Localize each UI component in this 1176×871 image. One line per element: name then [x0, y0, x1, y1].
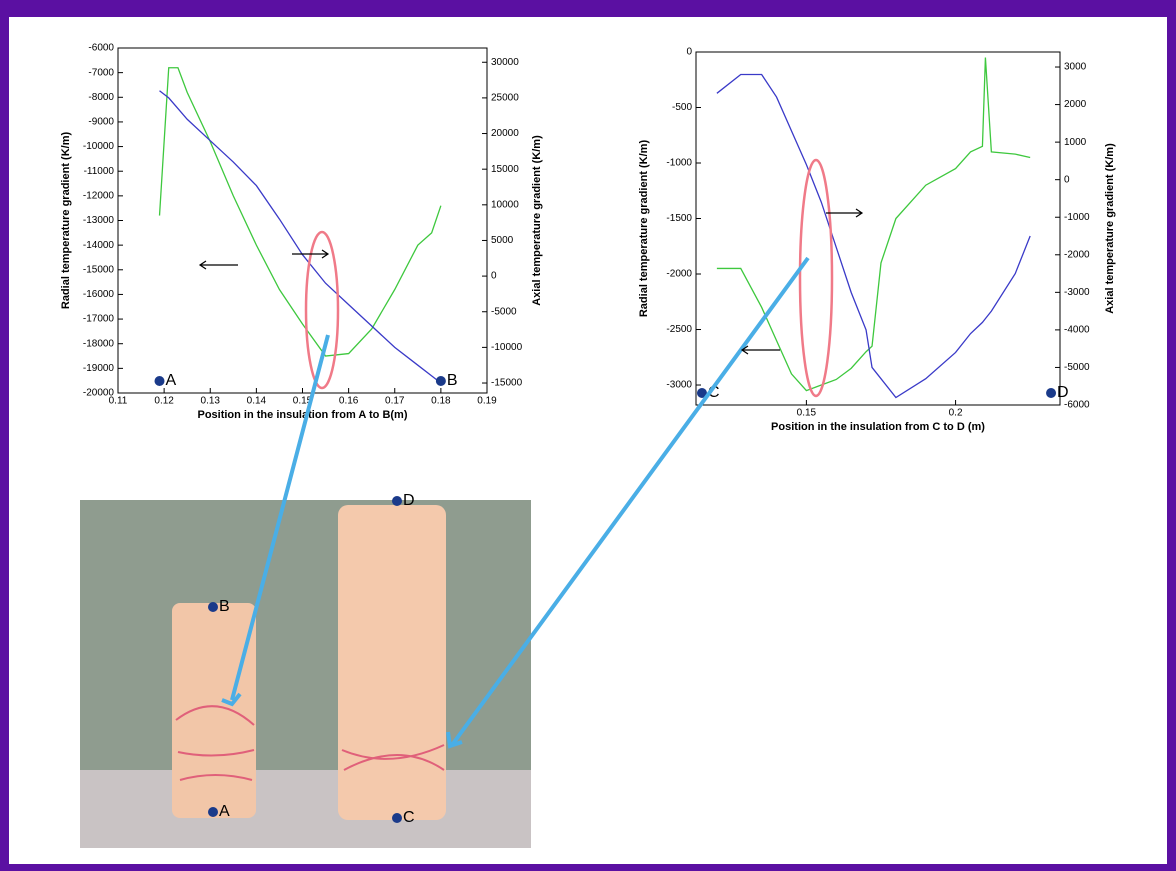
line-series — [716, 73, 1031, 399]
x-tick-label: 0.16 — [339, 396, 359, 407]
highlight — [304, 230, 340, 390]
photo — [80, 500, 531, 848]
y2-tick-label: 5000 — [491, 235, 514, 246]
highlight — [798, 158, 834, 398]
y2-tick-label: 10000 — [491, 199, 519, 210]
y2-tick-label: 0 — [491, 271, 497, 282]
photo-labels: B A D C — [208, 492, 415, 826]
y2-tick-label: 25000 — [491, 93, 519, 104]
point-label: A — [219, 803, 230, 820]
y2-tick-label: -5000 — [1064, 362, 1090, 373]
y2-tick-label: -15000 — [491, 378, 523, 389]
y-tick-label: -13000 — [83, 215, 115, 226]
y-tick-label: -12000 — [83, 190, 115, 201]
point-marker — [696, 388, 707, 398]
point-marker — [392, 813, 402, 823]
y-tick-label: -14000 — [83, 240, 115, 251]
y-tick-label: -8000 — [88, 92, 114, 103]
y-tick-label: -3000 — [666, 380, 692, 391]
y-tick-label: -2000 — [666, 269, 692, 280]
point-label: D — [403, 492, 415, 509]
line-series — [716, 57, 1031, 392]
axis-arrow — [198, 208, 864, 355]
y-tick-label: -1000 — [666, 158, 692, 169]
plot-frame — [695, 51, 1061, 406]
drawn-line — [175, 705, 445, 781]
y2-tick-label: -4000 — [1064, 325, 1090, 336]
y2-tick-label: 15000 — [491, 164, 519, 175]
y-tick-label: -6000 — [88, 43, 114, 54]
y-tick-label: -17000 — [83, 314, 115, 325]
y2-tick-label: -5000 — [491, 306, 517, 317]
y2-tick-label: -10000 — [491, 342, 523, 353]
point-marker — [154, 376, 165, 386]
floor — [80, 770, 531, 848]
point-label: A — [166, 372, 177, 389]
y-tick-label: -11000 — [84, 166, 115, 177]
y2-tick-label: 2000 — [1064, 99, 1087, 110]
y2-tick-label: 30000 — [491, 57, 519, 68]
y-axis-label: Radial temperature gradient (K/m) — [638, 140, 650, 318]
point-marker — [208, 807, 218, 817]
point-marker — [435, 376, 446, 386]
wall — [80, 500, 531, 770]
charts: 0.11 0.12 0.13 0.14 0.15 0.16 0.17 0.18 0.19 -200… — [60, 43, 1116, 433]
point-label: B — [219, 598, 230, 615]
y2-axis-label: Axial temperature gradient (K/m) — [1104, 143, 1116, 314]
x-axis-label: Position in the insulation from A to B(m… — [197, 409, 407, 421]
x-tick-label: 0.15 — [293, 396, 313, 407]
y-tick-label: -7000 — [88, 67, 114, 78]
y-tick-label: 0 — [686, 47, 692, 58]
line-series — [158, 67, 442, 357]
y-tick-label: -10000 — [83, 141, 115, 152]
y-tick-label: -20000 — [83, 388, 115, 399]
pointer-arrow — [230, 256, 810, 747]
y-tick-label: -2500 — [666, 324, 692, 335]
y-tick-label: -15000 — [83, 264, 115, 275]
arrow-head — [221, 692, 463, 749]
x-tick-label: 0.17 — [385, 396, 405, 407]
y-tick-label: -19000 — [83, 363, 115, 374]
y2-tick-label: -2000 — [1064, 249, 1090, 260]
point-label: C — [708, 384, 720, 401]
x-tick-label: 0.12 — [154, 396, 174, 407]
y-tick-label: -1500 — [666, 213, 692, 224]
y-tick-label: -18000 — [83, 338, 115, 349]
x-tick-label: 0.18 — [431, 396, 451, 407]
y-tick-label: -9000 — [88, 117, 114, 128]
cylinder — [338, 505, 446, 820]
cylinder — [172, 603, 256, 818]
y2-tick-label: 1000 — [1064, 137, 1087, 148]
y2-tick-label: -1000 — [1064, 212, 1090, 223]
y2-tick-label: -3000 — [1064, 287, 1090, 298]
line-series — [159, 90, 442, 384]
y2-tick-label: 0 — [1064, 174, 1070, 185]
point-marker — [1046, 388, 1057, 398]
y2-tick-label: -6000 — [1064, 400, 1090, 411]
point-label: B — [447, 372, 458, 389]
y-tick-label: -500 — [672, 102, 692, 113]
y2-axis-label: Axial temperature gradient (K/m) — [531, 135, 543, 306]
y-tick-label: -16000 — [83, 289, 115, 300]
point-marker — [208, 602, 218, 612]
point-label: D — [1057, 384, 1069, 401]
x-axis-label: Position in the insulation from C to D (… — [771, 421, 985, 433]
point-label: C — [403, 809, 415, 826]
y-axis-label: Radial temperature gradient (K/m) — [60, 132, 72, 310]
x-tick-label: 0.11 — [109, 396, 128, 407]
x-tick-label: 0.14 — [247, 396, 267, 407]
x-tick-label: 0.13 — [201, 396, 221, 407]
point-marker — [392, 496, 402, 506]
y2-tick-label: 3000 — [1064, 62, 1087, 73]
x-tick-label: 0.2 — [949, 408, 963, 419]
y2-tick-label: 20000 — [491, 128, 519, 139]
x-tick-label: 0.15 — [797, 408, 817, 419]
x-tick-label: 0.19 — [477, 396, 497, 407]
